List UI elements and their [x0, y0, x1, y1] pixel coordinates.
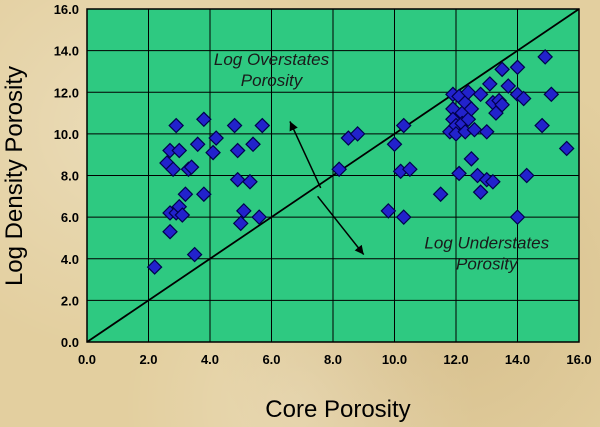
- data-point: [509, 59, 526, 76]
- data-point: [189, 136, 206, 153]
- data-point: [451, 165, 467, 182]
- data-point: [395, 117, 412, 134]
- annotation-arrow: [289, 121, 322, 189]
- data-point: [196, 186, 212, 203]
- annotation-text: Log Overstates: [214, 50, 330, 69]
- x-tick-label: 0.0: [78, 352, 96, 367]
- plot-border: [86, 8, 580, 343]
- annotation-text: Log Understates: [424, 233, 549, 252]
- x-tick-label: 14.0: [505, 352, 530, 367]
- y-axis-ticks: 0.0 2.0 4.0 6.0 8.0 10.0 12.0 14.0 16.0: [54, 2, 79, 350]
- data-point: [537, 49, 554, 65]
- y-tick-label: 14.0: [54, 44, 79, 59]
- data-point: [515, 90, 532, 107]
- x-tick-label: 8.0: [324, 352, 342, 367]
- x-tick-label: 2.0: [139, 352, 157, 367]
- data-point: [494, 61, 510, 78]
- data-point: [509, 209, 526, 225]
- data-point: [543, 86, 560, 103]
- data-point: [165, 161, 181, 178]
- data-point: [242, 173, 258, 190]
- data-point: [232, 215, 249, 232]
- y-tick-label: 0.0: [61, 335, 79, 350]
- data-point: [162, 223, 178, 240]
- data-point: [251, 209, 268, 225]
- data-point: [146, 259, 163, 275]
- data-point: [472, 184, 489, 200]
- data-point: [229, 171, 246, 188]
- data-point: [463, 151, 480, 167]
- data-point: [460, 84, 477, 101]
- one-to-one-line: [86, 8, 580, 343]
- data-point: [226, 117, 243, 134]
- x-tick-label: 12.0: [443, 352, 468, 367]
- x-tick-label: 4.0: [201, 352, 219, 367]
- data-point: [229, 142, 246, 159]
- annotation-text: Porosity: [241, 71, 304, 90]
- x-tick-label: 16.0: [566, 352, 591, 367]
- data-point: [472, 86, 489, 103]
- data-point: [174, 207, 191, 223]
- data-point: [235, 203, 252, 219]
- data-point: [395, 209, 412, 225]
- data-point: [463, 101, 480, 117]
- data-point: [432, 186, 449, 203]
- y-tick-label: 8.0: [61, 169, 79, 184]
- reference-line: [86, 8, 580, 343]
- data-point: [380, 203, 397, 219]
- y-tick-label: 2.0: [61, 293, 79, 308]
- y-axis-label: Log Density Porosity: [1, 66, 28, 286]
- data-point: [168, 117, 185, 134]
- data-point: [485, 173, 501, 190]
- data-point: [558, 140, 575, 157]
- data-point: [481, 76, 498, 92]
- plot-frame: [86, 8, 580, 343]
- x-axis-label: Core Porosity: [265, 396, 410, 423]
- data-point: [245, 136, 261, 153]
- data-point: [402, 161, 418, 178]
- data-point: [386, 136, 403, 153]
- data-points: [146, 49, 575, 275]
- annotations: Log Overstates Porosity Log Understates Por…: [214, 50, 550, 273]
- y-tick-label: 12.0: [54, 85, 79, 100]
- data-point: [254, 117, 271, 134]
- data-point: [186, 246, 203, 263]
- x-tick-label: 6.0: [262, 352, 280, 367]
- annotation-text: Porosity: [456, 254, 519, 273]
- data-point: [478, 123, 495, 140]
- data-point: [494, 96, 510, 113]
- data-point: [196, 111, 212, 128]
- y-tick-label: 10.0: [54, 127, 79, 142]
- data-point: [518, 167, 535, 184]
- data-point: [466, 121, 483, 138]
- data-point: [171, 142, 188, 159]
- x-tick-label: 10.0: [382, 352, 407, 367]
- annotation-arrows: [289, 121, 365, 256]
- data-point: [205, 144, 221, 161]
- y-tick-label: 4.0: [61, 252, 79, 267]
- data-point: [177, 186, 194, 203]
- data-point: [183, 159, 200, 176]
- x-axis-ticks: 0.0 2.0 4.0 6.0 8.0 10.0 12.0 14.0 16.0: [78, 352, 592, 367]
- y-tick-label: 6.0: [61, 210, 79, 225]
- data-point: [208, 130, 224, 146]
- data-point: [500, 78, 517, 94]
- data-point: [331, 161, 347, 178]
- data-point: [534, 117, 550, 134]
- data-point: [349, 126, 366, 142]
- y-tick-label: 16.0: [54, 2, 79, 17]
- annotation-arrow: [317, 195, 365, 256]
